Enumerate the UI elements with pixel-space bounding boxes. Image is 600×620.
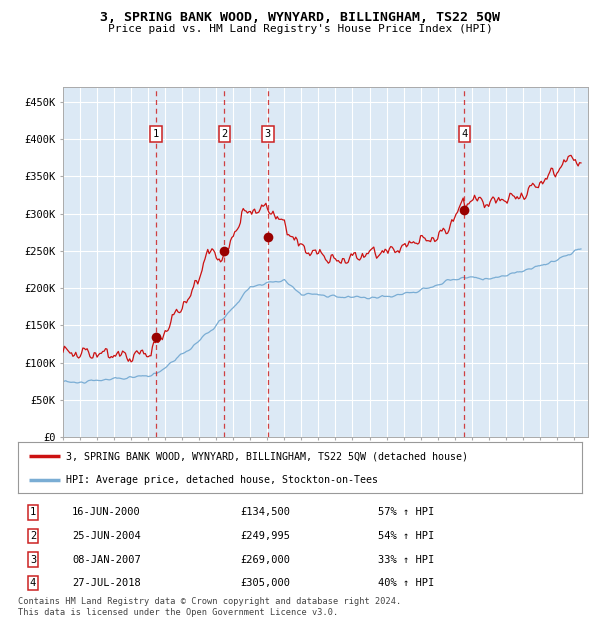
Text: 1: 1 [30,508,36,518]
Text: £134,500: £134,500 [240,508,290,518]
Text: 40% ↑ HPI: 40% ↑ HPI [378,578,434,588]
Text: 1: 1 [153,129,159,139]
Text: 3, SPRING BANK WOOD, WYNYARD, BILLINGHAM, TS22 5QW (detached house): 3, SPRING BANK WOOD, WYNYARD, BILLINGHAM… [66,451,468,461]
Text: 2: 2 [221,129,227,139]
Text: 08-JAN-2007: 08-JAN-2007 [72,555,141,565]
Text: 25-JUN-2004: 25-JUN-2004 [72,531,141,541]
Text: 27-JUL-2018: 27-JUL-2018 [72,578,141,588]
Text: 4: 4 [30,578,36,588]
Text: 57% ↑ HPI: 57% ↑ HPI [378,508,434,518]
Text: Contains HM Land Registry data © Crown copyright and database right 2024.
This d: Contains HM Land Registry data © Crown c… [18,598,401,617]
Text: HPI: Average price, detached house, Stockton-on-Tees: HPI: Average price, detached house, Stoc… [66,475,378,485]
Text: 3, SPRING BANK WOOD, WYNYARD, BILLINGHAM, TS22 5QW: 3, SPRING BANK WOOD, WYNYARD, BILLINGHAM… [100,11,500,24]
Text: 16-JUN-2000: 16-JUN-2000 [72,508,141,518]
Text: 54% ↑ HPI: 54% ↑ HPI [378,531,434,541]
Text: 3: 3 [30,555,36,565]
Text: £305,000: £305,000 [240,578,290,588]
Text: Price paid vs. HM Land Registry's House Price Index (HPI): Price paid vs. HM Land Registry's House … [107,24,493,33]
Text: £249,995: £249,995 [240,531,290,541]
Text: 3: 3 [265,129,271,139]
Text: 2: 2 [30,531,36,541]
Text: 4: 4 [461,129,467,139]
Text: £269,000: £269,000 [240,555,290,565]
Text: 33% ↑ HPI: 33% ↑ HPI [378,555,434,565]
